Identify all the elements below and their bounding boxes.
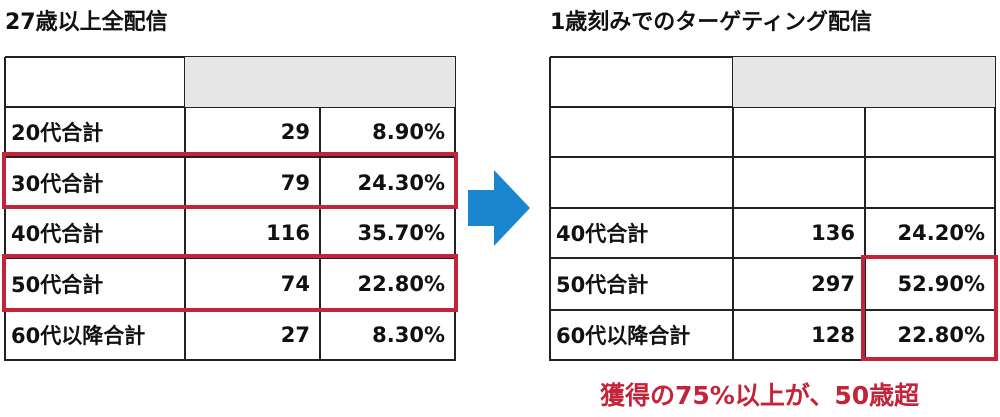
row-line: [550, 207, 996, 209]
table-cell: 40代合計: [556, 222, 649, 246]
row-line: [550, 156, 996, 158]
header-bg: [185, 57, 455, 107]
col-line: [732, 57, 734, 361]
table-cell: 22.80%: [357, 272, 445, 296]
row-line: [550, 106, 996, 108]
table-cell: 27: [280, 323, 310, 347]
row-line: [5, 257, 456, 259]
highlight: [861, 255, 998, 361]
table-cell: 20代合計: [11, 121, 104, 145]
table-cell: 8.90%: [372, 120, 445, 144]
col-line: [184, 57, 186, 361]
col-line: [319, 57, 321, 361]
col-line: [454, 57, 456, 361]
col-line: [864, 57, 866, 361]
table-cell: 60代以降合計: [11, 324, 146, 348]
highlight: [2, 254, 458, 312]
table-cell: 116: [266, 221, 310, 245]
arrow: [468, 170, 530, 246]
table-cell: 52.90%: [897, 272, 985, 296]
row-line: [550, 309, 996, 311]
col-line: [549, 57, 551, 361]
table-cell: 50代合計: [556, 273, 649, 297]
table-cell: 30代合計: [11, 171, 104, 196]
table-cell: 128: [811, 323, 855, 347]
row-line: [550, 359, 996, 361]
table-cell: 50代合計: [11, 273, 104, 297]
table-cell: 29: [280, 120, 310, 144]
header-bg: [733, 57, 995, 107]
col-line: [994, 57, 996, 361]
left-title: 27歳以上全配信: [5, 10, 168, 35]
table-cell: 24.30%: [357, 170, 445, 195]
row-line: [5, 156, 456, 158]
highlight: [2, 152, 458, 209]
right-title: 1歳刻みでのターゲティング配信: [550, 10, 872, 35]
table-cell: 8.30%: [372, 323, 445, 347]
table-cell: 79: [280, 170, 310, 195]
row-line: [550, 257, 996, 259]
caption: 獲得の75%以上が、50歳超: [600, 381, 920, 410]
col-line: [4, 57, 6, 361]
table-cell: 40代合計: [11, 222, 104, 246]
table-cell: 60代以降合計: [556, 324, 691, 348]
row-line: [5, 106, 456, 108]
row-line: [5, 359, 456, 361]
table-cell: 22.80%: [897, 323, 985, 347]
table-cell: 24.20%: [897, 221, 985, 245]
table-cell: 35.70%: [357, 221, 445, 245]
table-cell: 136: [811, 221, 855, 245]
table-cell: 297: [811, 272, 855, 296]
table-cell: 74: [280, 272, 310, 296]
